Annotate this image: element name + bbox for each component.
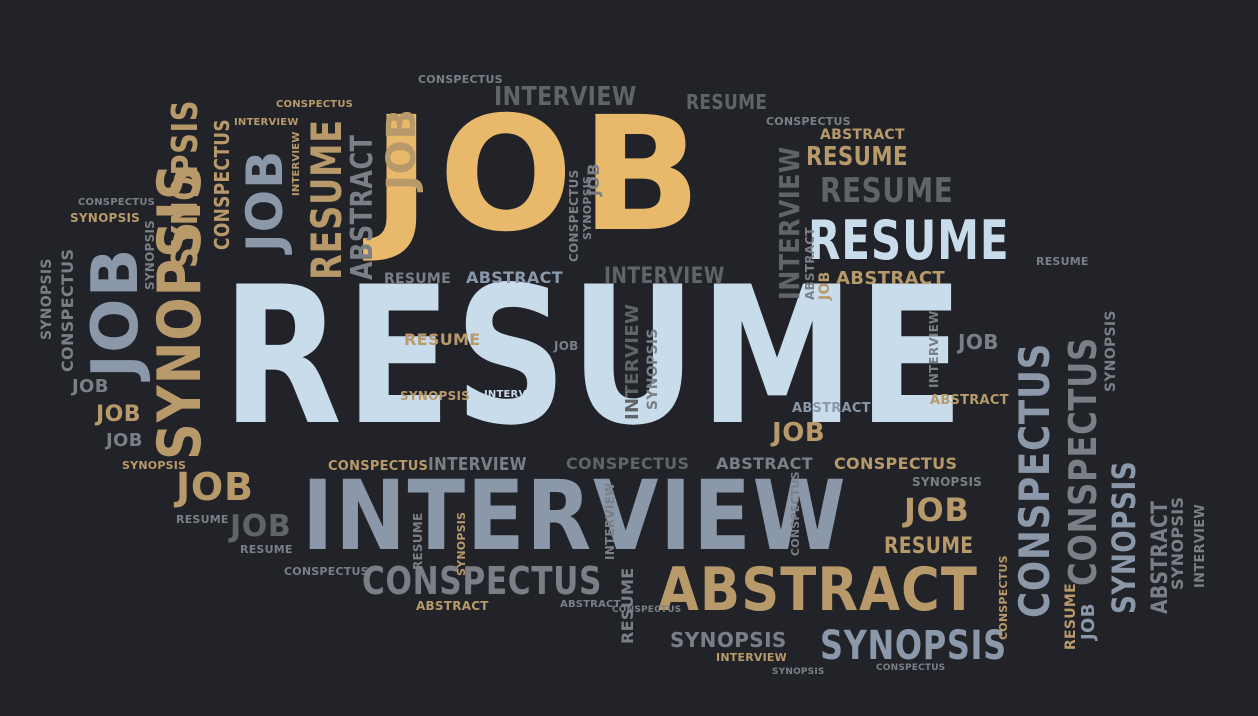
word-interview-vertical: INTERVIEW [927,310,941,388]
word-abstract: ABSTRACT [716,454,813,473]
word-resume: RESUME [820,171,954,211]
word-interview-vertical: INTERVIEW [622,303,643,420]
word-abstract: ABSTRACT [792,401,871,416]
word-abstract: ABSTRACT [416,599,489,613]
word-job: JOB [904,491,970,529]
word-interview-large: INTERVIEW [302,460,848,572]
word-synopsis-vertical: SYNOPSIS [1105,460,1143,614]
word-conspectus-medium: CONSPECTUS [362,559,603,603]
word-job-vertical: JOB [817,271,833,300]
word-interview: INTERVIEW [716,651,788,664]
word-synopsis-vertical: SYNOPSIS [645,328,661,410]
word-resume-vertical: RESUME [411,512,425,570]
word-abstract-vertical: ABSTRACT [803,227,817,300]
word-synopsis: SYNOPSIS [670,628,787,652]
word-abstract-large: ABSTRACT [658,555,978,625]
word-interview-vertical: INTERVIEW [603,482,617,560]
word-synopsis: SYNOPSIS [400,389,471,403]
word-job: JOB [72,376,109,397]
word-resume-vertical: RESUME [302,119,351,280]
word-conspectus-vertical: CONSPECTUS [1010,342,1059,618]
word-conspectus-vertical: CONSPECTUS [210,119,234,251]
word-resume-medium: RESUME [808,209,1010,272]
word-interview: INTERVIEW [428,454,527,475]
word-job-large: JOB [372,83,710,267]
word-resume: RESUME [240,543,293,556]
word-synopsis-vertical: SYNOPSIS [455,511,468,576]
word-job-vertical: JOB [584,163,603,196]
word-conspectus: CONSPECTUS [78,197,156,208]
word-job: JOB [772,418,826,448]
word-interview: INTERVIEW [494,82,637,112]
word-resume-vertical: RESUME [618,567,637,644]
word-job-vertical: JOB [379,108,425,190]
word-synopsis: SYNOPSIS [772,667,825,677]
word-conspectus: CONSPECTUS [766,115,851,128]
word-resume-large: RESUME [222,246,968,467]
word-abstract: ABSTRACT [466,268,563,287]
word-job-vertical: JOB [1078,603,1099,640]
word-resume: RESUME [384,271,451,287]
word-synopsis-medium: SYNOPSIS [820,623,1007,669]
word-synopsis: SYNOPSIS [70,211,141,225]
word-abstract-vertical: ABSTRACT [345,134,380,280]
word-abstract: ABSTRACT [820,127,905,143]
word-conspectus: CONSPECTUS [284,565,369,578]
word-synopsis: SYNOPSIS [912,475,983,489]
word-conspectus: CONSPECTUS [612,605,682,615]
word-interview: INTERVIEW [484,389,549,400]
word-resume: RESUME [884,534,974,559]
word-synopsis: SYNOPSIS [122,459,187,472]
word-resume: RESUME [404,330,481,349]
word-conspectus: CONSPECTUS [566,454,690,473]
word-resume-vertical: RESUME [1063,583,1079,650]
word-job: JOB [554,339,579,353]
word-resume: RESUME [686,90,768,114]
word-job-vertical: JOB [236,149,294,252]
word-synopsis-vertical: SYNOPSIS [1103,310,1119,392]
word-job-vertical: JOB [79,247,153,378]
word-synopsis-vertical: SYNOPSIS [143,219,157,290]
word-job: JOB [106,430,143,451]
word-job: JOB [958,330,999,354]
word-conspectus-vertical: CONSPECTUS [789,471,802,556]
word-job: JOB [176,465,254,509]
word-job: JOB [96,402,141,427]
word-conspectus: CONSPECTUS [876,663,946,673]
word-synopsis-vertical: SYNOPSIS [165,99,206,268]
word-interview-vertical: INTERVIEW [773,146,806,300]
word-conspectus: CONSPECTUS [328,459,429,474]
word-synopsis-vertical: SYNOPSIS [1168,496,1187,590]
word-conspectus-vertical: CONSPECTUS [997,555,1010,640]
word-interview: INTERVIEW [604,264,725,289]
word-resume: RESUME [176,513,229,526]
word-conspectus: CONSPECTUS [418,73,503,86]
word-synopsis-vertical: SYNOPSIS [39,258,55,340]
word-conspectus-vertical: CONSPECTUS [1061,337,1105,586]
word-job: JOB [230,509,292,544]
word-conspectus: CONSPECTUS [276,99,354,110]
word-conspectus-vertical: CONSPECTUS [567,169,581,262]
word-abstract: ABSTRACT [836,268,946,289]
word-interview: INTERVIEW [234,117,299,128]
word-interview-vertical: INTERVIEW [1193,504,1208,588]
word-conspectus-vertical: CONSPECTUS [58,248,77,372]
word-abstract: ABSTRACT [930,393,1009,408]
word-abstract: ABSTRACT [560,599,621,610]
word-conspectus: CONSPECTUS [834,454,958,473]
word-resume: RESUME [1036,255,1089,268]
word-resume: RESUME [806,142,908,172]
word-interview-vertical: INTERVIEW [291,131,302,196]
